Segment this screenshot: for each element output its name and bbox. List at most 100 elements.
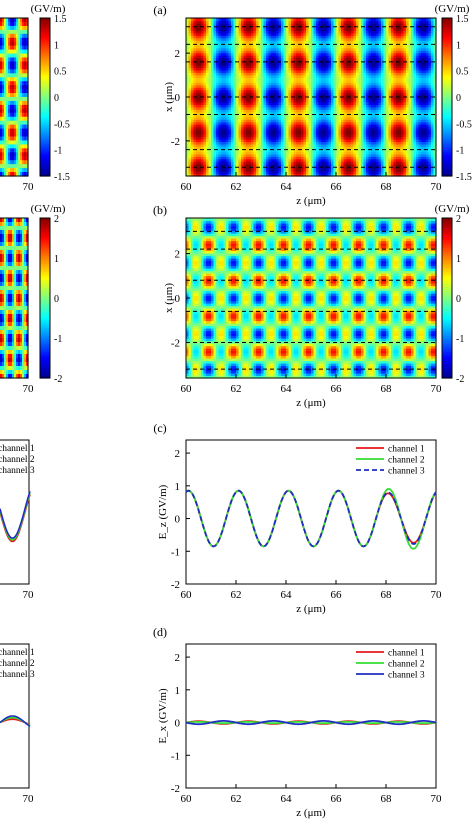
- heatmap-cell: [241, 20, 245, 24]
- heatmap-cell: [333, 64, 337, 68]
- heatmap-cell: [258, 126, 262, 130]
- heatmap-cell: [193, 138, 197, 143]
- heatmap-cell: [348, 161, 352, 165]
- heatmap-cell: [353, 129, 357, 133]
- heatmap-cell: [341, 35, 345, 39]
- heatmap-cell: [221, 30, 225, 34]
- heatmap-cell: [228, 141, 232, 145]
- heatmap-cell: [271, 101, 275, 106]
- heatmap-cell: [231, 134, 235, 138]
- heatmap-cell: [246, 37, 250, 41]
- heatmap-cell: [186, 168, 190, 172]
- heatmap-cell: [186, 64, 190, 68]
- heatmap-cell: [253, 101, 257, 106]
- heatmap-cell: [246, 143, 250, 147]
- heatmap-cell: [293, 166, 297, 170]
- heatmap-cell: [353, 72, 357, 76]
- heatmap-cell: [273, 173, 277, 177]
- heatmap-cell: [238, 104, 242, 108]
- heatmap-cell: [256, 77, 260, 81]
- heatmap-cell: [298, 55, 302, 59]
- heatmap-cell: [198, 47, 202, 51]
- heatmap-cell: [196, 25, 200, 29]
- heatmap-cell: [358, 62, 362, 66]
- heatmap-cell: [206, 126, 210, 130]
- heatmap-cell: [281, 59, 285, 64]
- heatmap-cell: [336, 18, 340, 22]
- heatmap-cell: [213, 171, 217, 175]
- heatmap-cell: [266, 166, 270, 170]
- heatmap-cell: [261, 158, 265, 162]
- heatmap-cell: [268, 171, 272, 175]
- heatmap-cell: [358, 42, 362, 46]
- heatmap-cell: [198, 45, 202, 49]
- heatmap-cell: [313, 104, 317, 108]
- heatmap-cell: [368, 87, 372, 91]
- heatmap-cell: [318, 124, 322, 128]
- heatmap-cell: [271, 45, 275, 49]
- heatmap-cell: [353, 153, 357, 157]
- heatmap-cell: [261, 62, 265, 66]
- heatmap-cell: [338, 158, 342, 162]
- heatmap-cell: [253, 106, 257, 110]
- heatmap-cell: [228, 126, 232, 130]
- heatmap-cell: [243, 97, 247, 101]
- heatmap-cell: [323, 57, 327, 61]
- heatmap-cell: [243, 77, 247, 81]
- heatmap-cell: [196, 89, 200, 93]
- heatmap-cell: [238, 129, 242, 133]
- heatmap-cell: [301, 37, 305, 41]
- heatmap-cell: [203, 74, 207, 78]
- heatmap-cell: [236, 106, 240, 110]
- heatmap-cell: [221, 106, 225, 110]
- heatmap-cell: [298, 97, 302, 101]
- heatmap-cell: [241, 67, 245, 71]
- heatmap-cell: [378, 27, 382, 31]
- heatmap-cell: [311, 173, 315, 177]
- heatmap-cell: [323, 153, 327, 157]
- heatmap-cell: [191, 106, 195, 110]
- heatmap-cell: [206, 138, 210, 143]
- heatmap-cell: [228, 143, 232, 147]
- heatmap-cell: [343, 171, 347, 175]
- heatmap-cell: [331, 166, 335, 170]
- heatmap-cell: [301, 52, 305, 56]
- heatmap-cell: [271, 126, 275, 130]
- heatmap-cell: [341, 57, 345, 61]
- heatmap-cell: [288, 151, 292, 155]
- heatmap-cell: [298, 72, 302, 76]
- heatmap-cell: [293, 20, 297, 24]
- heatmap-cell: [221, 111, 225, 115]
- heatmap-cell: [336, 151, 340, 155]
- heatmap-cell: [266, 25, 270, 29]
- heatmap-cell: [298, 134, 302, 138]
- heatmap-cell: [258, 69, 262, 73]
- heatmap-cell: [223, 52, 227, 56]
- heatmap-cell: [291, 106, 295, 110]
- heatmap-cell: [306, 129, 310, 133]
- heatmap-cell: [311, 99, 315, 103]
- heatmap-cell: [256, 20, 260, 24]
- heatmap-cell: [268, 82, 272, 86]
- heatmap-cell: [313, 74, 317, 78]
- heatmap-cell: [376, 138, 380, 143]
- heatmap-cell: [226, 106, 230, 110]
- heatmap-cell: [263, 138, 267, 143]
- heatmap-cell: [366, 171, 370, 175]
- heatmap-cell: [301, 84, 305, 88]
- heatmap-cell: [206, 153, 210, 157]
- heatmap-cell: [298, 22, 302, 27]
- heatmap-cell: [311, 94, 315, 98]
- heatmap-cell: [321, 87, 325, 91]
- heatmap-cell: [201, 52, 205, 56]
- heatmap-cell: [373, 40, 377, 44]
- heatmap-cell: [356, 161, 360, 165]
- heatmap-cell: [233, 126, 237, 130]
- heatmap-cell: [191, 32, 195, 36]
- heatmap-cell: [301, 146, 305, 150]
- heatmap-cell: [303, 32, 307, 36]
- heatmap-cell: [351, 89, 355, 93]
- heatmap-cell: [248, 129, 252, 133]
- heatmap-cell: [313, 40, 317, 44]
- heatmap-cell: [313, 79, 317, 83]
